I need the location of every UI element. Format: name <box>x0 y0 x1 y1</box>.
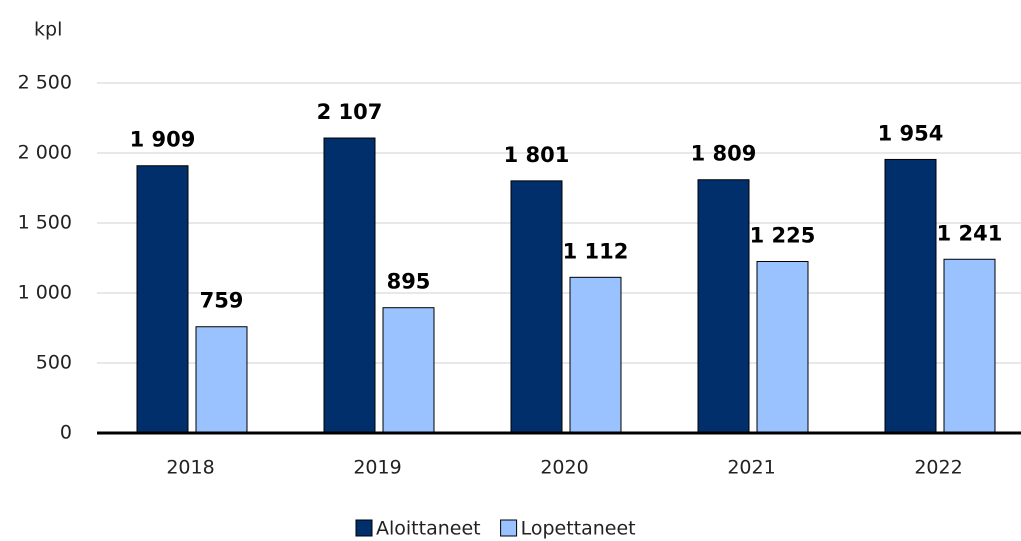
data-label: 1 801 <box>504 143 570 167</box>
x-tick-label: 2018 <box>166 457 214 479</box>
x-tick-label: 2022 <box>914 457 962 479</box>
bar <box>884 158 937 434</box>
bar <box>382 307 435 434</box>
x-tick-label: 2020 <box>540 457 588 479</box>
bar <box>943 258 996 434</box>
legend-swatch <box>355 519 373 537</box>
legend-label: Aloittaneet <box>376 518 481 540</box>
y-tick-label: 2 500 <box>18 72 72 94</box>
data-label: 1 909 <box>130 128 196 152</box>
x-tick-label: 2019 <box>353 457 401 479</box>
data-label: 895 <box>387 270 431 294</box>
bar <box>697 179 750 434</box>
x-tick-label: 2021 <box>727 457 775 479</box>
bar <box>136 165 189 434</box>
bar <box>195 326 248 434</box>
data-label: 1 809 <box>691 142 757 166</box>
bar <box>569 276 622 434</box>
y-tick-label: 0 <box>60 422 72 444</box>
bar <box>756 261 809 434</box>
legend-swatch <box>500 519 518 537</box>
legend-label: Lopettaneet <box>521 518 636 540</box>
data-label: 2 107 <box>317 100 383 124</box>
bar <box>510 180 563 434</box>
y-axis-label: kpl <box>34 19 62 41</box>
y-tick-label: 1 000 <box>18 282 72 304</box>
y-tick-label: 500 <box>36 352 72 374</box>
data-label: 1 954 <box>878 121 944 145</box>
bar <box>323 137 376 434</box>
data-label: 759 <box>200 289 244 313</box>
data-label: 1 225 <box>750 224 816 248</box>
data-label: 1 241 <box>937 221 1003 245</box>
data-label: 1 112 <box>563 239 629 263</box>
y-tick-label: 1 500 <box>18 212 72 234</box>
y-tick-label: 2 000 <box>18 142 72 164</box>
